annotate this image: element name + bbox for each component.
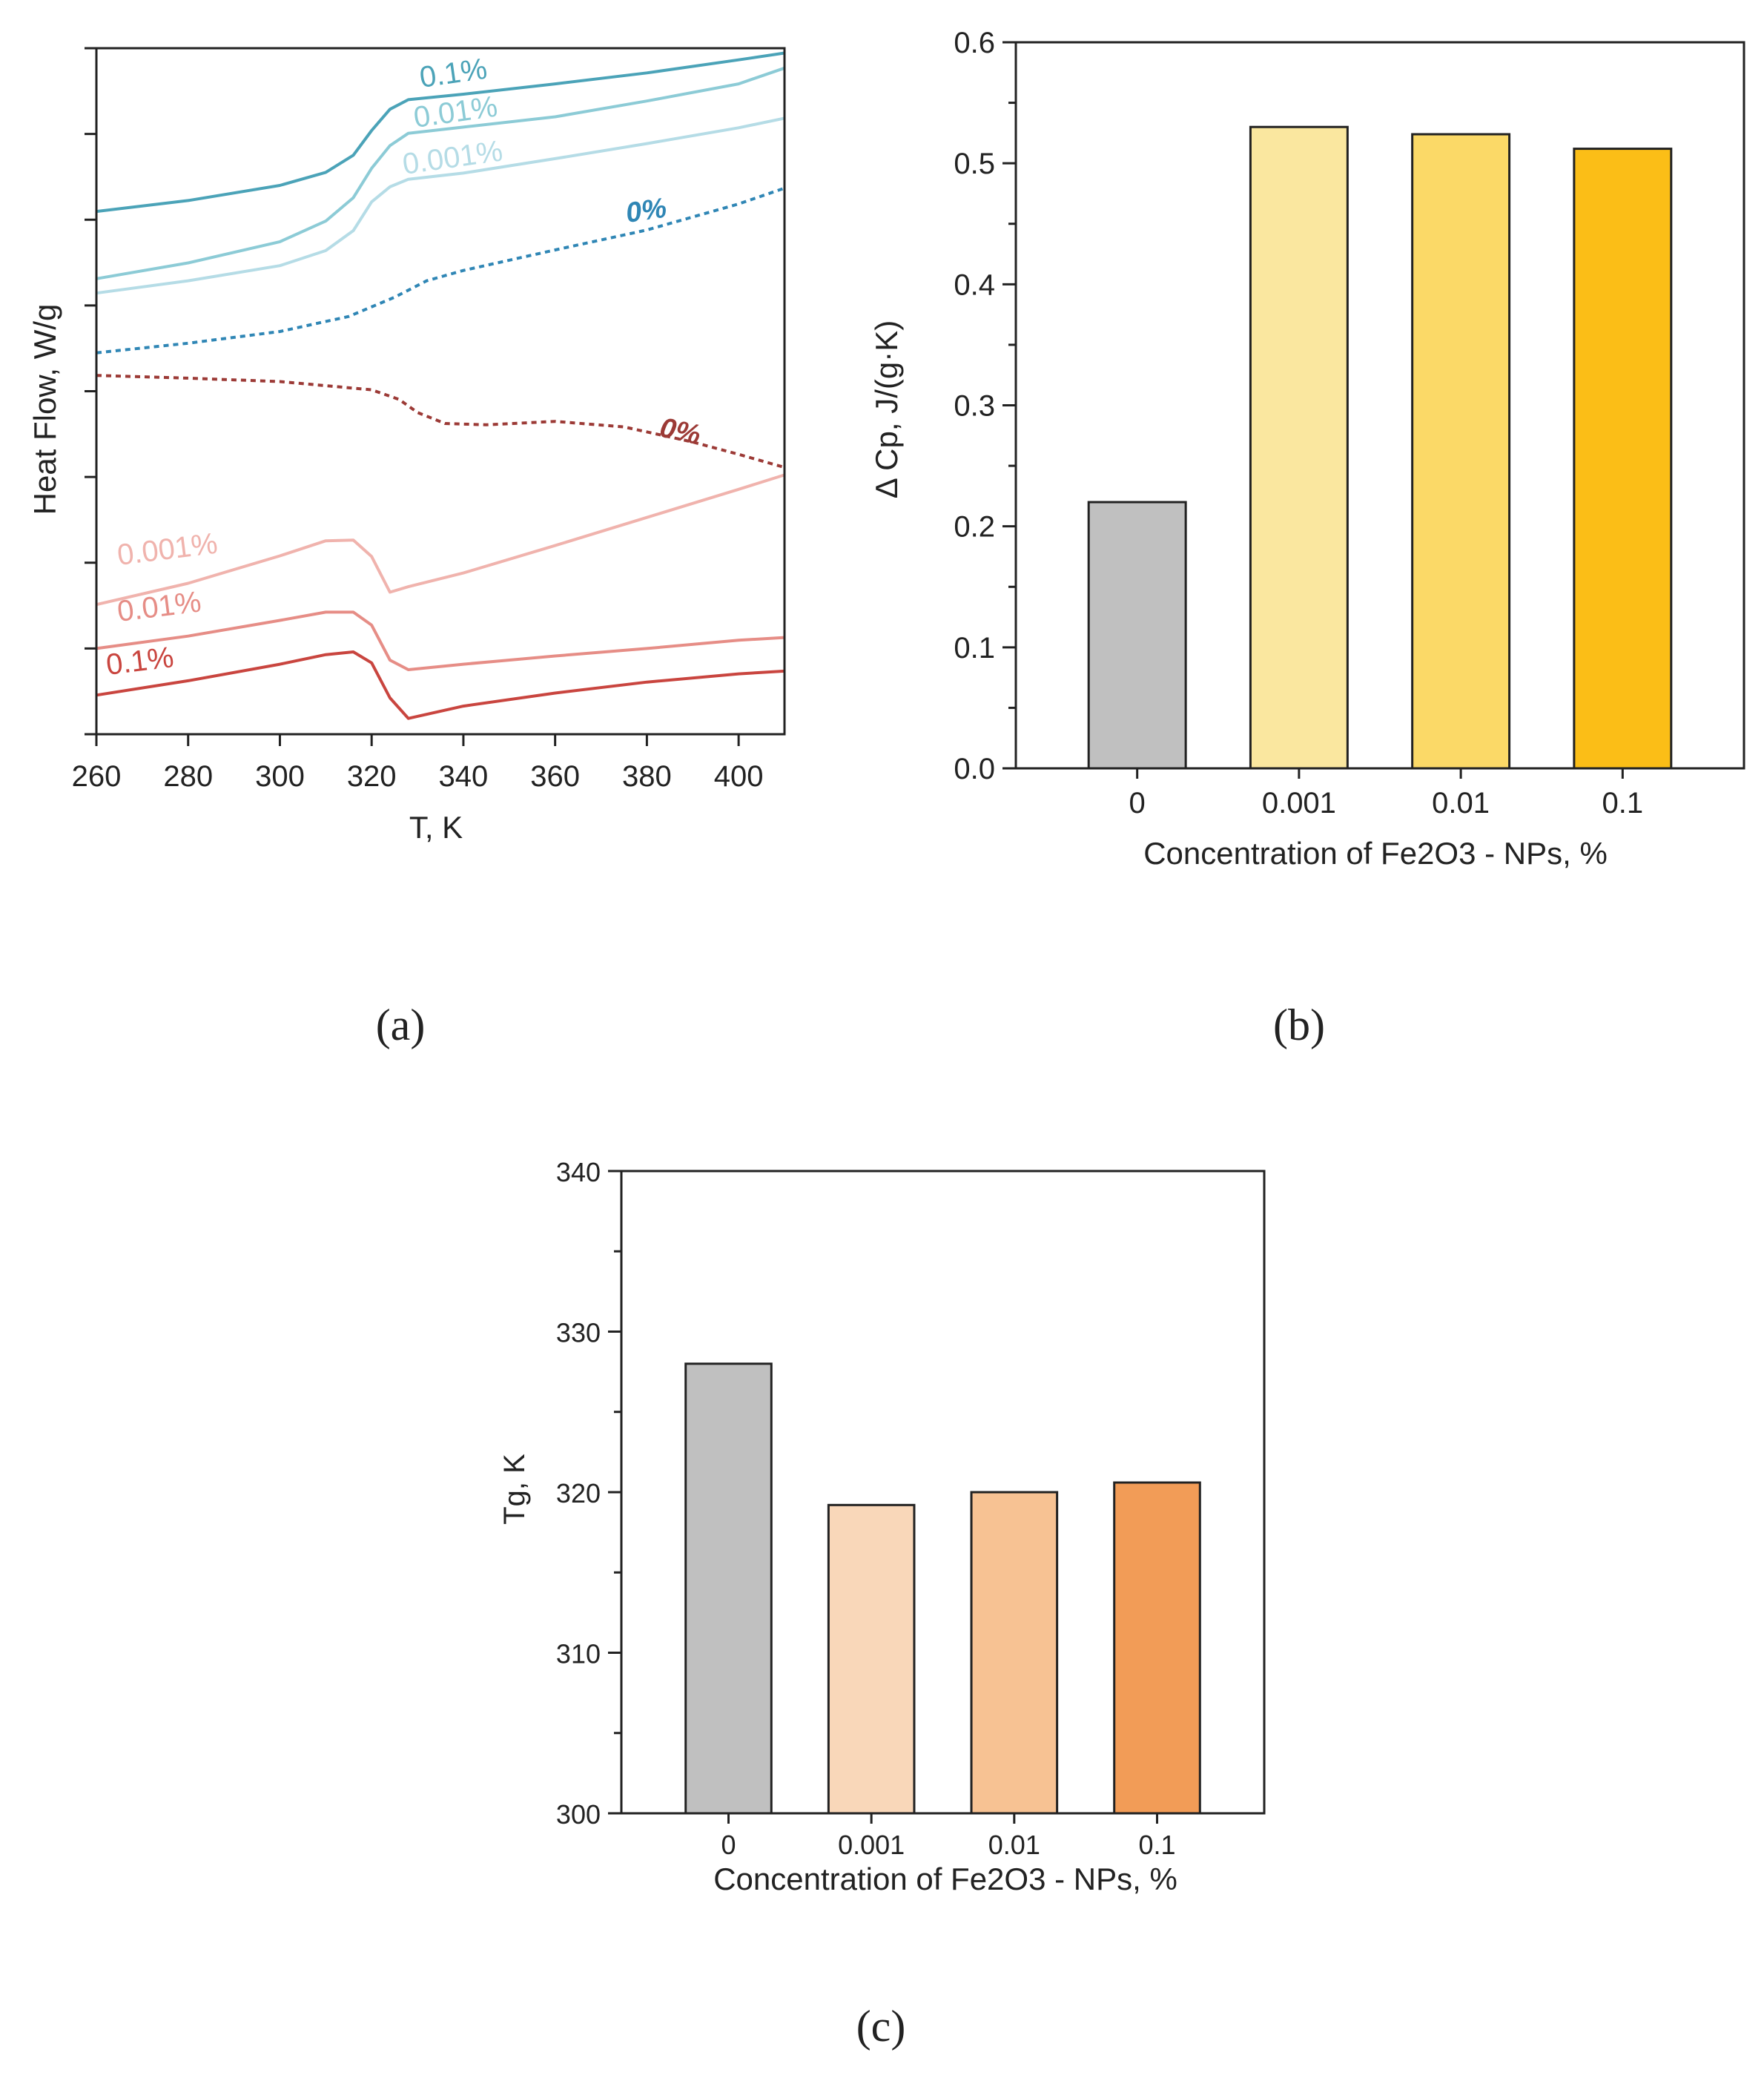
panel-a-series-label: 0%: [624, 193, 668, 229]
panel-a-x-tick-label: 340: [439, 760, 489, 793]
panel-a-line-chart: 260 280 300 320 340 360 380 400 0.1% 0.01% 0.001%…: [27, 47, 786, 845]
panel-a-x-tick-label: 260: [72, 760, 122, 793]
panel-b-y-tick-label: 0.5: [954, 148, 995, 180]
panel-a-series-label: 0.01%: [116, 585, 203, 627]
panel-a-series-heating-0_1pct: [96, 51, 785, 214]
panel-a-x-tick-label: 280: [163, 760, 213, 793]
panel-a-y-axis-label: Heat Flow, W/g: [27, 304, 62, 515]
panel-a-x-tick-label: 320: [347, 760, 397, 793]
panel-b-bar-chart: 0.0 0.1 0.2 0.3 0.4 0.5 0.6 0 0.001 0.01 0.1 Conc…: [869, 27, 1745, 871]
panel-c-x-tick-label: 0.001: [838, 1830, 905, 1860]
panel-b-bar-0_1: [1573, 148, 1673, 770]
panel-c-x-tick-label: 0: [721, 1830, 736, 1860]
panel-b-y-tick-label: 0.2: [954, 511, 995, 544]
panel-c-x-tick-label: 0.1: [1138, 1830, 1175, 1860]
panel-b-x-tick-label: 0.001: [1262, 787, 1336, 820]
panel-a-series-label: 0.1%: [417, 53, 489, 94]
panel-c-bar-0_01: [970, 1491, 1059, 1815]
panel-b-bar-0: [1087, 501, 1187, 770]
panel-b-y-tick-label: 0.4: [954, 268, 995, 301]
panel-b-y-tick-label: 0.6: [954, 27, 995, 59]
caption-b: (b): [1273, 1000, 1325, 1049]
panel-c-x-axis-label: Concentration of Fe2O3 - NPs, %: [713, 1862, 1177, 1896]
panel-c-y-tick-label: 320: [556, 1478, 601, 1508]
panel-a-series-cooling-0_01pct: [96, 610, 785, 671]
panel-a-x-tick-label: 360: [530, 760, 580, 793]
panel-b-x-axis-label: Concentration of Fe2O3 - NPs, %: [1143, 836, 1608, 871]
panel-a-series-heating-0pct: [96, 186, 785, 355]
panel-a-series-cooling-0_001pct: [96, 473, 785, 607]
panel-c-y-tick-label: 330: [556, 1318, 601, 1348]
panel-b-y-tick-label: 0.3: [954, 390, 995, 423]
panel-b-x-tick-label: 0.01: [1432, 787, 1490, 820]
panel-c-x-tick-label: 0.01: [988, 1830, 1040, 1860]
panel-a-series-label: 0.001%: [400, 134, 504, 180]
caption-c: (c): [856, 2002, 906, 2051]
panel-a-x-axis-label: T, K: [409, 810, 463, 845]
panel-b-y-tick-label: 0.0: [954, 753, 995, 785]
panel-c-bar-0_001: [827, 1503, 916, 1815]
panel-a-series-heating-0_01pct: [96, 66, 785, 280]
panel-b-x-tick-label: 0: [1129, 787, 1146, 820]
panel-a-x-tick-label: 300: [255, 760, 305, 793]
panel-c-bar-0: [684, 1362, 773, 1815]
panel-a-x-tick-label: 400: [714, 760, 764, 793]
panel-c-y-axis-label: Tg, K: [498, 1454, 531, 1525]
panel-c-bar-chart: 300 310 320 330 340 0 0.001 0.01 0.1 Concentrat…: [498, 1157, 1266, 1896]
panel-c-bar-0_1: [1113, 1481, 1201, 1815]
panel-a-series-cooling-0pct: [96, 374, 785, 469]
caption-a: (a): [376, 1000, 426, 1049]
panel-c-y-tick-label: 300: [556, 1799, 601, 1830]
panel-b-y-axis-label: Δ Cp, J/(g·K): [869, 320, 904, 498]
panel-b-x-tick-label: 0.1: [1602, 787, 1644, 820]
panel-c-y-tick-label: 310: [556, 1639, 601, 1669]
panel-b-bar-0_001: [1249, 125, 1349, 770]
panel-b-y-tick-label: 0.1: [954, 632, 995, 665]
panel-a-series-label: 0.001%: [116, 527, 219, 572]
panel-b-bar-0_01: [1411, 133, 1511, 770]
panel-c-y-tick-label: 340: [556, 1157, 601, 1187]
panel-a-x-tick-label: 380: [622, 760, 672, 793]
panel-a-series-label: 0%: [657, 412, 703, 452]
panel-a-series-heating-0_001pct: [96, 116, 785, 295]
panel-a-series-cooling-0_1pct: [96, 650, 785, 720]
